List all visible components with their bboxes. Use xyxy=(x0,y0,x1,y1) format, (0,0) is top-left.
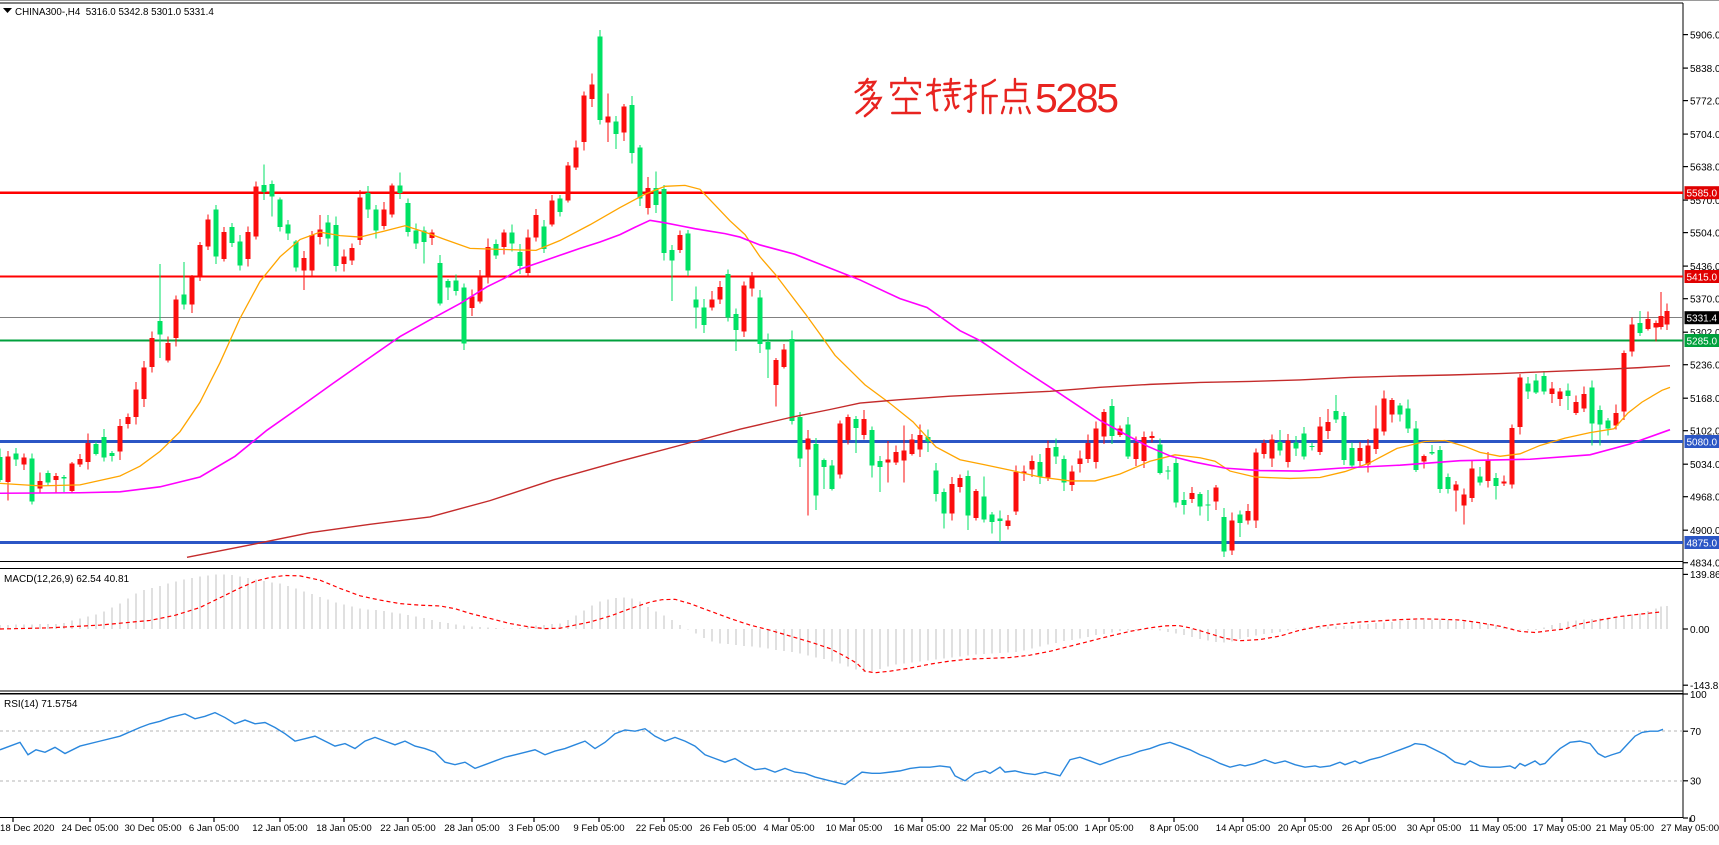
svg-text:27 May 05:00: 27 May 05:00 xyxy=(1661,823,1719,834)
svg-text:20 Apr 05:00: 20 Apr 05:00 xyxy=(1278,823,1332,834)
svg-text:1 Apr 05:00: 1 Apr 05:00 xyxy=(1084,823,1133,834)
svg-text:18 Dec 2020: 18 Dec 2020 xyxy=(0,823,54,834)
svg-text:12 Jan 05:00: 12 Jan 05:00 xyxy=(252,823,307,834)
svg-text:26 Apr 05:00: 26 Apr 05:00 xyxy=(1342,823,1396,834)
svg-text:5285: 5285 xyxy=(1035,75,1118,121)
svg-text:22 Feb 05:00: 22 Feb 05:00 xyxy=(636,823,693,834)
svg-text:30 Dec 05:00: 30 Dec 05:00 xyxy=(124,823,181,834)
svg-text:5370.0: 5370.0 xyxy=(1690,295,1719,306)
svg-text:21 May 05:00: 21 May 05:00 xyxy=(1596,823,1654,834)
svg-text:30: 30 xyxy=(1690,777,1702,788)
svg-text:139.86: 139.86 xyxy=(1690,570,1719,581)
svg-text:5285.0: 5285.0 xyxy=(1687,337,1718,348)
svg-text:26 Feb 05:00: 26 Feb 05:00 xyxy=(700,823,757,834)
svg-text:5415.0: 5415.0 xyxy=(1687,273,1718,284)
svg-text:CHINA300-,H4 5316.0 5342.8 53: CHINA300-,H4 5316.0 5342.8 5301.0 5331.4 xyxy=(15,7,214,18)
svg-text:4968.0: 4968.0 xyxy=(1690,493,1719,504)
svg-text:5772.0: 5772.0 xyxy=(1690,96,1719,107)
svg-text:22 Mar 05:00: 22 Mar 05:00 xyxy=(957,823,1014,834)
svg-text:6 Jan 05:00: 6 Jan 05:00 xyxy=(189,823,239,834)
svg-text:70: 70 xyxy=(1690,727,1702,738)
svg-text:0.00: 0.00 xyxy=(1690,625,1710,636)
svg-text:11 May 05:00: 11 May 05:00 xyxy=(1469,823,1526,834)
svg-text:5906.0: 5906.0 xyxy=(1690,30,1719,41)
svg-text:5168.0: 5168.0 xyxy=(1690,394,1719,405)
svg-text:18 Jan 05:00: 18 Jan 05:00 xyxy=(316,823,371,834)
svg-text:5080.0: 5080.0 xyxy=(1687,438,1718,449)
svg-text:28 Jan 05:00: 28 Jan 05:00 xyxy=(444,823,499,834)
svg-text:5034.0: 5034.0 xyxy=(1690,460,1719,471)
svg-text:5504.0: 5504.0 xyxy=(1690,228,1719,239)
svg-text:5331.4: 5331.4 xyxy=(1687,314,1718,325)
svg-text:30 Apr 05:00: 30 Apr 05:00 xyxy=(1407,823,1461,834)
svg-text:5585.0: 5585.0 xyxy=(1687,189,1718,200)
svg-text:24 Dec 05:00: 24 Dec 05:00 xyxy=(61,823,118,834)
svg-text:MACD(12,26,9) 62.54 40.81: MACD(12,26,9) 62.54 40.81 xyxy=(4,574,130,585)
svg-text:8 Apr 05:00: 8 Apr 05:00 xyxy=(1149,823,1198,834)
svg-text:5638.0: 5638.0 xyxy=(1690,162,1719,173)
svg-text:14 Apr 05:00: 14 Apr 05:00 xyxy=(1216,823,1270,834)
svg-text:4 Mar 05:00: 4 Mar 05:00 xyxy=(763,823,814,834)
svg-text:5838.0: 5838.0 xyxy=(1690,64,1719,75)
svg-text:RSI(14) 71.5754: RSI(14) 71.5754 xyxy=(4,699,78,710)
svg-text:16 Mar 05:00: 16 Mar 05:00 xyxy=(894,823,951,834)
svg-text:4834.0: 4834.0 xyxy=(1690,559,1719,570)
svg-text:26 Mar 05:00: 26 Mar 05:00 xyxy=(1022,823,1079,834)
svg-text:4900.0: 4900.0 xyxy=(1690,526,1719,537)
svg-text:4875.0: 4875.0 xyxy=(1687,539,1718,550)
svg-text:22 Jan 05:00: 22 Jan 05:00 xyxy=(380,823,435,834)
svg-text:5704.0: 5704.0 xyxy=(1690,130,1719,141)
svg-text:100: 100 xyxy=(1690,690,1707,701)
svg-text:9 Feb 05:00: 9 Feb 05:00 xyxy=(573,823,624,834)
svg-text:5236.0: 5236.0 xyxy=(1690,361,1719,372)
svg-text:3 Feb 05:00: 3 Feb 05:00 xyxy=(508,823,559,834)
svg-text:10 Mar 05:00: 10 Mar 05:00 xyxy=(826,823,883,834)
svg-text:17 May 05:00: 17 May 05:00 xyxy=(1533,823,1591,834)
